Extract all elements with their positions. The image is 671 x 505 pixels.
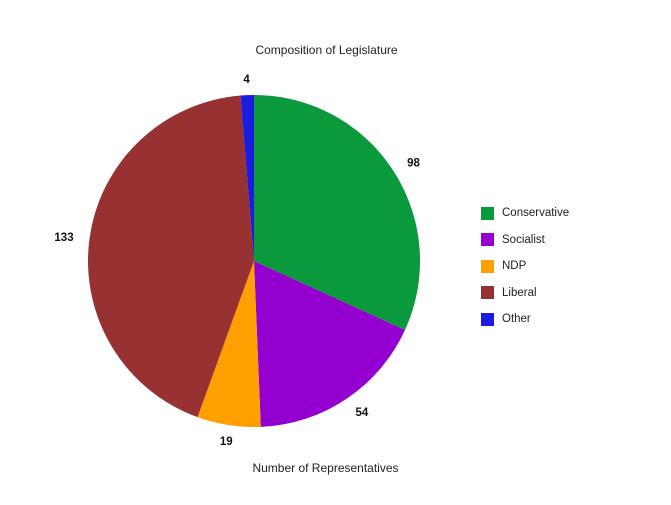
x-axis-label: Number of Representatives xyxy=(252,461,399,475)
pie-slice-conservative xyxy=(254,95,420,330)
legend-label: Conservative xyxy=(502,207,570,220)
pie-slice-other xyxy=(240,95,254,261)
pie-slice-socialist xyxy=(254,261,405,427)
data-label-other: 4 xyxy=(243,74,250,86)
chart-title: Composition of Legislature xyxy=(255,43,398,57)
legend-item-ndp: NDP xyxy=(481,253,569,280)
legend-label: Socialist xyxy=(502,233,545,246)
legend-swatch xyxy=(481,233,494,247)
legend-swatch xyxy=(481,206,494,220)
legend-swatch xyxy=(481,286,494,300)
legend-item-liberal: Liberal xyxy=(481,280,569,307)
pie-slice-ndp xyxy=(197,261,261,427)
legend: Conservative Socialist NDP Liberal Other xyxy=(481,200,569,333)
legend-label: NDP xyxy=(502,260,527,273)
legend-item-conservative: Conservative xyxy=(481,200,569,227)
data-label-ndp: 19 xyxy=(220,436,233,448)
legend-item-socialist: Socialist xyxy=(481,227,569,254)
legend-item-other: Other xyxy=(481,306,569,333)
legend-label: Liberal xyxy=(502,286,537,299)
pie-slice-liberal xyxy=(87,95,254,418)
legend-swatch xyxy=(481,259,494,273)
data-label-socialist: 54 xyxy=(355,407,368,419)
legend-swatch xyxy=(481,312,494,326)
data-label-conservative: 98 xyxy=(407,158,420,170)
legend-label: Other xyxy=(502,313,531,326)
data-label-liberal: 133 xyxy=(54,232,73,244)
